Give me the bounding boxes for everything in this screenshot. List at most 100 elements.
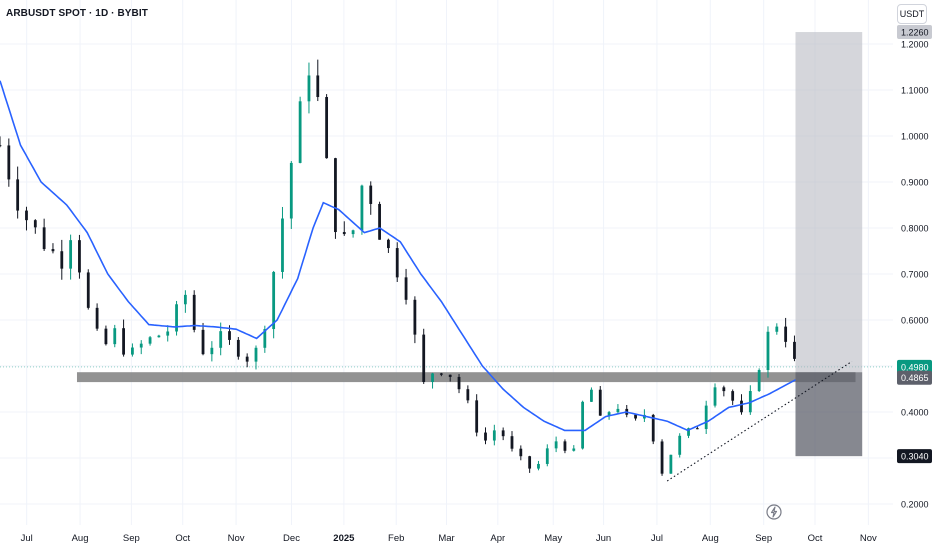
time-tick-label: Jul <box>651 533 663 544</box>
candle-body <box>501 430 505 437</box>
candle-layer <box>0 59 796 476</box>
candle-body <box>466 389 470 401</box>
candle-body <box>201 329 205 355</box>
candle-body <box>581 401 585 449</box>
price-axis[interactable]: 1.2000 1.1000 1.0000 0.9000 0.8000 0.7000 0.60… <box>893 0 932 550</box>
candle-body <box>42 227 46 250</box>
price-tick-label: 1.1000 <box>901 86 929 96</box>
support-zone <box>76 372 856 383</box>
price-tick-label: 0.4000 <box>901 408 929 418</box>
candle-body <box>148 337 152 344</box>
candle-body <box>139 343 143 348</box>
time-tick-label: Feb <box>388 533 404 544</box>
moving-average-layer <box>0 80 796 432</box>
entry-price-tag-box <box>897 370 932 385</box>
candle-body <box>351 230 355 235</box>
candle-body <box>272 271 276 330</box>
time-tick-label: Nov <box>860 533 877 544</box>
price-tick-label: 0.7000 <box>901 270 929 280</box>
candle-body <box>660 441 664 474</box>
candle-body <box>183 294 187 305</box>
candle-body <box>448 374 452 377</box>
candle-body <box>545 448 549 464</box>
candle-body <box>254 347 258 362</box>
candle-body <box>166 331 170 336</box>
candle-body <box>439 373 443 375</box>
target-zone <box>795 32 863 373</box>
candle-body <box>537 463 540 469</box>
candle-body <box>131 347 134 355</box>
time-tick-label: 2025 <box>333 533 355 544</box>
candle-body <box>413 299 417 335</box>
candle-body <box>563 441 567 451</box>
candle-body <box>113 328 117 345</box>
candle-body <box>86 272 90 308</box>
price-tick-label: 0.2000 <box>901 500 929 510</box>
candle-body <box>342 232 346 235</box>
candle-body <box>281 218 284 272</box>
stop-zone <box>795 372 863 457</box>
candle-body <box>60 251 64 269</box>
candle-body <box>25 210 28 221</box>
candle-body <box>192 294 196 330</box>
candle-body <box>722 387 726 392</box>
candle-body <box>236 339 240 357</box>
time-tick-label: Sep <box>755 533 772 544</box>
candle-body <box>0 145 2 147</box>
time-tick-label: May <box>544 533 562 544</box>
candle-body <box>528 456 532 469</box>
current-price-tag-box <box>897 359 932 374</box>
time-tick-label: Apr <box>490 533 505 544</box>
candle-body <box>404 277 408 300</box>
candle-body <box>757 370 761 392</box>
candle-body <box>360 185 364 231</box>
moving-average-line <box>0 80 796 432</box>
candle-body <box>598 389 602 416</box>
candle-body <box>457 376 461 390</box>
time-tick-label: Jun <box>596 533 611 544</box>
target-price-tag: 1.2260 <box>897 25 932 40</box>
time-tick-label: Oct <box>808 533 823 544</box>
candle-body <box>713 387 717 406</box>
price-tick-label: 1.2000 <box>901 40 929 50</box>
symbol-title: ARBUSDT SPOT · 1D · BYBIT <box>6 8 148 19</box>
candle-body <box>210 347 214 355</box>
target-price-tag-label: 1.2260 <box>901 28 929 38</box>
chart-grid <box>0 0 893 525</box>
dotted-trendline <box>666 360 853 482</box>
candle-body <box>634 414 637 419</box>
trendline-layer <box>666 360 853 482</box>
price-tick-label: 1.0000 <box>901 132 929 142</box>
entry-price-tag: 0.4865 <box>897 370 932 385</box>
candle-body <box>422 334 426 382</box>
candle-body <box>7 145 11 180</box>
candle-body <box>307 75 311 102</box>
candle-body <box>33 220 37 228</box>
candle-body <box>122 328 125 355</box>
candle-body <box>395 248 399 278</box>
candle-body <box>334 158 337 233</box>
lightning-icon[interactable] <box>766 504 782 520</box>
candle-body <box>157 335 161 338</box>
time-tick-label: Aug <box>72 533 89 544</box>
candle-body <box>740 400 743 413</box>
candle-body <box>175 304 178 332</box>
candle-body <box>298 101 302 163</box>
price-tick-label: 0.9000 <box>901 178 929 188</box>
candle-body <box>51 249 55 252</box>
time-tick-label: Dec <box>283 533 300 544</box>
currency-button[interactable]: USDT <box>897 4 927 24</box>
candle-body <box>704 405 708 430</box>
candle-body <box>316 75 320 98</box>
candle-body <box>78 240 81 273</box>
time-axis[interactable]: Jul Aug Sep Oct Nov Dec 2025 Feb Mar Apr May Jun Jul… <box>21 533 877 544</box>
time-tick-label: Mar <box>438 533 454 544</box>
zone-layer <box>76 32 863 457</box>
candle-body <box>766 331 770 371</box>
current-price-tag: 0.4980 <box>897 359 932 374</box>
time-tick-label: Oct <box>175 533 190 544</box>
candle-body <box>95 307 99 329</box>
time-tick-label: Aug <box>702 533 719 544</box>
candle-body <box>510 436 514 449</box>
